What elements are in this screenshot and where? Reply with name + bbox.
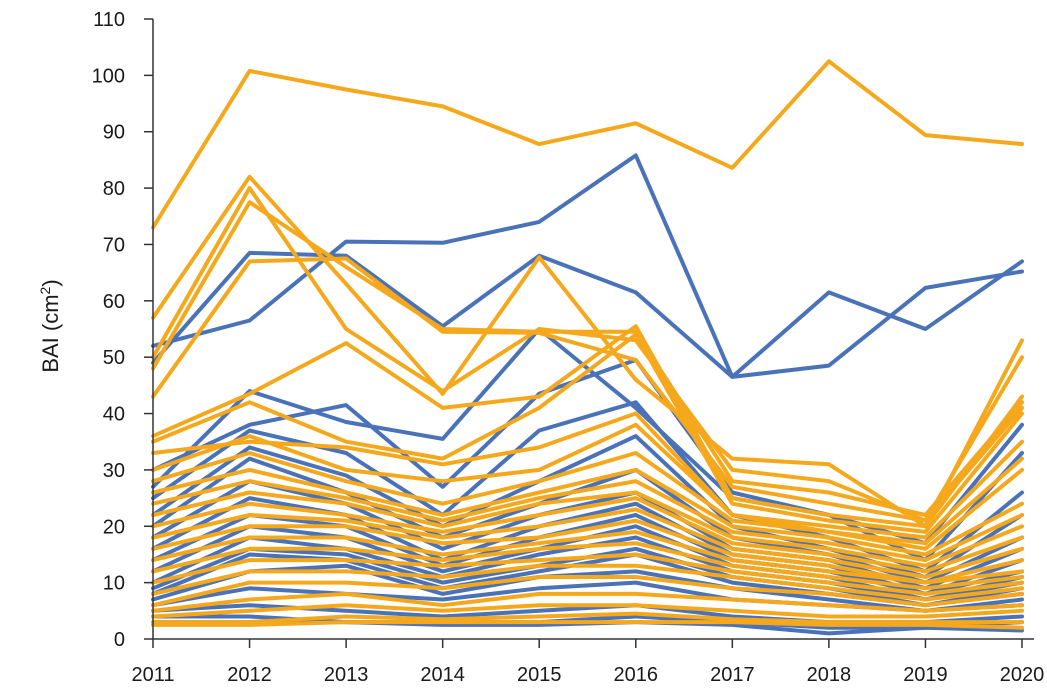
x-tick-label: 2015 [517, 664, 562, 686]
x-ticks: 2011 2012 2013 2014 2015 2016 2017 2018 2019 2020 [131, 639, 1044, 686]
y-tick-label: 80 [103, 178, 125, 200]
y-axis-title-superscript: 2 [37, 286, 53, 294]
series-line-orange [151, 563, 1024, 602]
y-tick-label: 30 [103, 460, 125, 482]
series-line-orange [151, 496, 1024, 574]
series-line-orange [151, 200, 1024, 517]
y-tick-label: 100 [92, 65, 125, 87]
y-tick-label: 90 [103, 122, 125, 144]
series-line-orange [151, 467, 1024, 557]
series-line-orange [151, 256, 1024, 523]
x-tick-label: 2020 [1000, 664, 1045, 686]
series-line-orange [151, 174, 1024, 529]
series-line-orange [151, 422, 1024, 546]
series-line-orange [151, 518, 1024, 585]
series-line-orange [151, 552, 1024, 596]
series-line-blue [151, 400, 1024, 574]
axes [152, 19, 1034, 640]
x-tick-label: 2016 [614, 664, 659, 686]
series-line-orange [151, 59, 1024, 230]
x-tick-label: 2014 [420, 664, 465, 686]
series-line-orange [151, 603, 1024, 619]
series-line-orange [151, 620, 1024, 630]
series-line-orange [151, 332, 1024, 534]
series-line-orange [151, 591, 1024, 613]
y-axis-title-close: ) [38, 279, 63, 286]
x-tick-label: 2017 [710, 664, 755, 686]
x-tick-label: 2012 [227, 664, 272, 686]
y-tick-label: 110 [93, 9, 125, 31]
series-line-orange [151, 451, 1024, 551]
y-tick-label: 20 [103, 516, 125, 538]
series-line-blue [151, 250, 1024, 379]
y-tick-label: 50 [103, 347, 125, 369]
y-axis-title-main: BAI (cm [38, 294, 63, 372]
series-line-orange [151, 324, 1024, 529]
series-line-orange [151, 479, 1024, 563]
x-tick-label: 2018 [807, 664, 852, 686]
series-line-orange [151, 490, 1024, 568]
y-tick-label: 40 [103, 404, 125, 426]
series-line-blue [151, 563, 1024, 613]
x-tick-label: 2019 [903, 664, 948, 686]
y-axis-title: BAI (cm2) [37, 279, 63, 372]
x-tick-label: 2013 [324, 664, 369, 686]
series-line-orange [151, 575, 1024, 608]
series-line-orange [151, 507, 1024, 579]
series-line-blue [151, 327, 1024, 546]
series-line-orange [151, 411, 1024, 540]
y-tick-label: 60 [103, 291, 125, 313]
series-line-orange [151, 541, 1024, 591]
x-tick-label: 2011 [131, 664, 174, 686]
series-line-orange [151, 611, 1024, 625]
series-line-blue [151, 153, 1024, 379]
series-lines [151, 59, 1024, 636]
y-tick-label: 10 [103, 573, 125, 595]
series-line-orange [151, 529, 1024, 585]
y-ticks: 0 10 20 30 40 50 60 70 80 90 100 110 [92, 9, 153, 651]
y-tick-label: 0 [114, 629, 125, 651]
y-tick-label: 70 [103, 234, 125, 256]
series-line-blue [151, 496, 1024, 596]
